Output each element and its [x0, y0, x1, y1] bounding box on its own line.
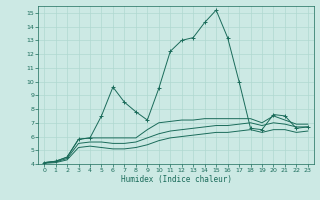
X-axis label: Humidex (Indice chaleur): Humidex (Indice chaleur)	[121, 175, 231, 184]
